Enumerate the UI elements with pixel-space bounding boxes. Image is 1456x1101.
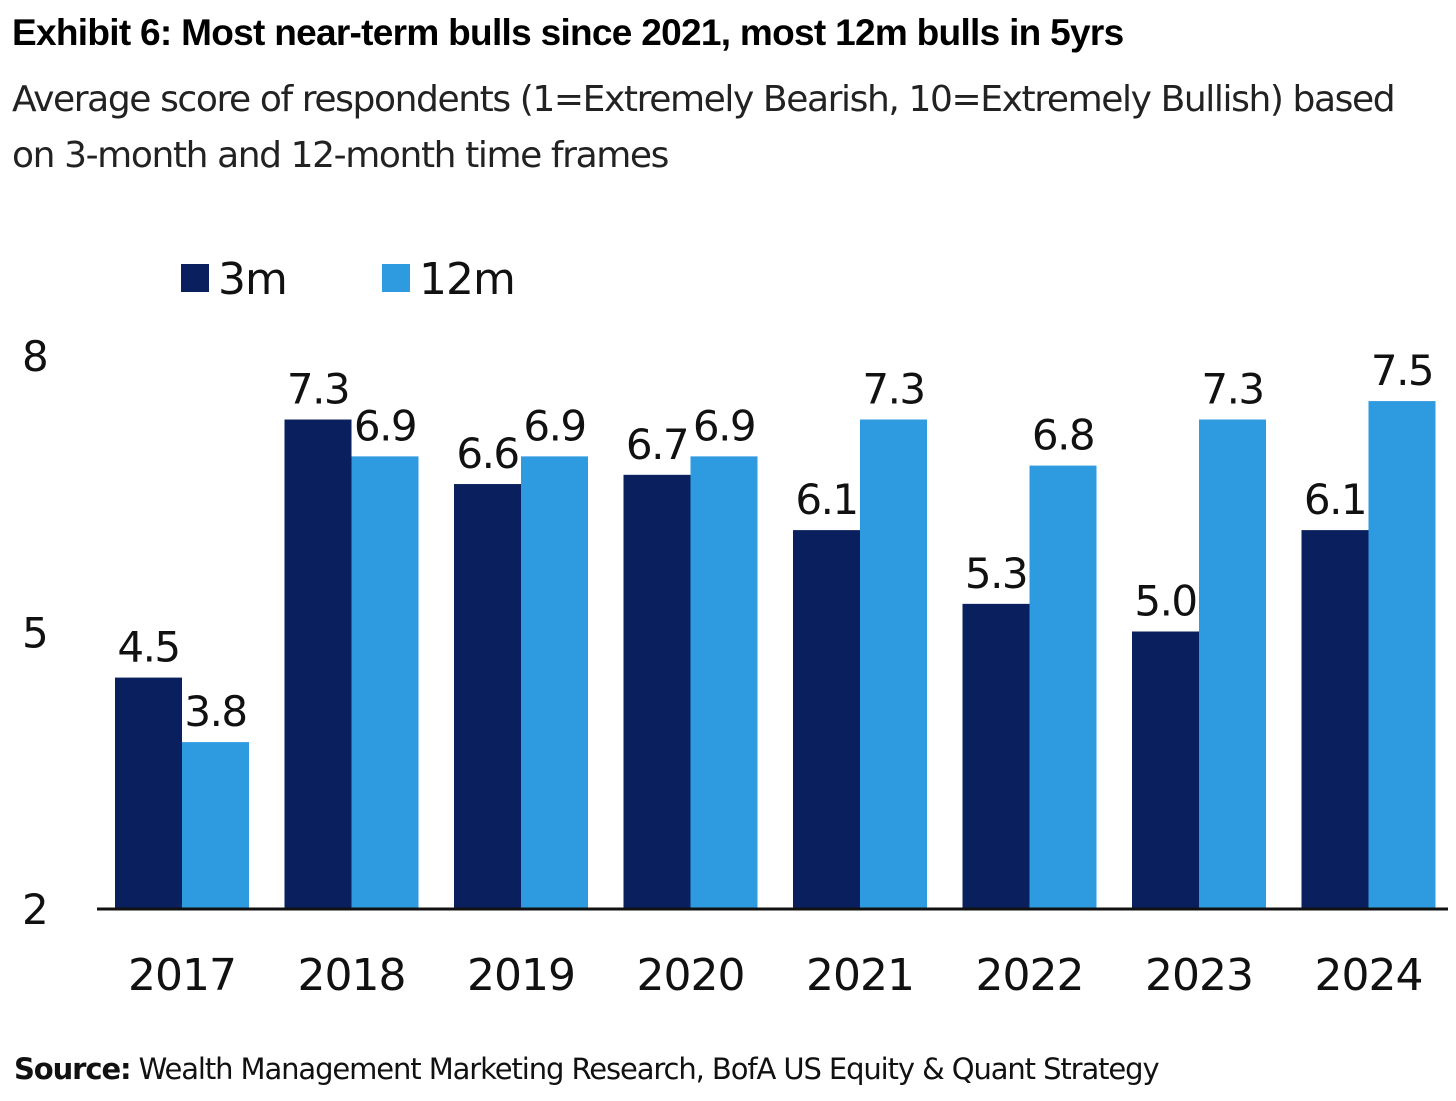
x-tick-label-2019: 2019 xyxy=(467,950,575,1001)
source-text: Wealth Management Marketing Research, Bo… xyxy=(130,1052,1160,1086)
bar-12m-2024 xyxy=(1368,401,1436,908)
value-label-12m-2024: 7.5 xyxy=(1371,346,1433,395)
bar-12m-2017 xyxy=(182,742,249,908)
x-tick-label-2023: 2023 xyxy=(1145,950,1253,1001)
value-label-12m-2023: 7.3 xyxy=(1201,365,1263,414)
value-label-3m-2019: 6.6 xyxy=(456,429,518,478)
chart-title: Exhibit 6: Most near-term bulls since 20… xyxy=(12,12,1124,53)
bar-12m-2023 xyxy=(1199,419,1266,908)
y-tick-label-5: 5 xyxy=(22,609,49,658)
x-tick-label-2022: 2022 xyxy=(976,950,1084,1001)
bar-12m-2019 xyxy=(521,456,588,908)
x-tick-label-2018: 2018 xyxy=(298,950,406,1001)
bar-3m-2017 xyxy=(115,677,182,908)
bar-3m-2022 xyxy=(962,603,1030,908)
bar-12m-2022 xyxy=(1029,465,1097,908)
value-label-3m-2023: 5.0 xyxy=(1134,577,1196,626)
bar-3m-2024 xyxy=(1301,530,1369,908)
bar-3m-2023 xyxy=(1132,631,1199,908)
value-label-3m-2018: 7.3 xyxy=(287,365,349,414)
bar-12m-2018 xyxy=(351,456,419,908)
x-tick-label-2024: 2024 xyxy=(1315,950,1423,1001)
value-label-12m-2018: 6.9 xyxy=(354,401,416,450)
x-tick-label-2017: 2017 xyxy=(128,950,236,1001)
legend-label-12m: 12m xyxy=(419,254,515,305)
x-tick-label-2021: 2021 xyxy=(806,950,914,1001)
legend-swatch-12m xyxy=(382,264,410,292)
value-label-3m-2021: 6.1 xyxy=(795,475,857,524)
source-label: Source: xyxy=(14,1052,132,1086)
x-tick-label-2020: 2020 xyxy=(637,950,745,1001)
y-tick-label-8: 8 xyxy=(22,332,49,381)
legend-label-3m: 3m xyxy=(218,254,287,305)
chart-subtitle: Average score of respondents (1=Extremel… xyxy=(12,79,1396,176)
y-tick-label-2: 2 xyxy=(22,885,49,934)
bar-3m-2020 xyxy=(623,474,691,908)
bar-3m-2021 xyxy=(793,530,860,908)
source-note: Source: Wealth Management Marketing Rese… xyxy=(14,1052,1160,1086)
bar-12m-2021 xyxy=(860,419,927,908)
value-label-3m-2022: 5.3 xyxy=(965,549,1027,598)
bar-12m-2020 xyxy=(690,456,758,908)
value-label-12m-2022: 6.8 xyxy=(1032,411,1094,460)
bar-3m-2019 xyxy=(454,484,521,908)
value-label-3m-2020: 6.7 xyxy=(626,420,688,469)
value-label-3m-2024: 6.1 xyxy=(1304,475,1366,524)
value-label-3m-2017: 4.5 xyxy=(117,623,179,672)
value-label-12m-2019: 6.9 xyxy=(523,401,585,450)
value-label-12m-2017: 3.8 xyxy=(184,687,246,736)
value-label-12m-2020: 6.9 xyxy=(693,401,755,450)
value-label-12m-2021: 7.3 xyxy=(862,365,924,414)
legend-swatch-3m xyxy=(181,264,209,292)
bar-3m-2018 xyxy=(284,419,352,908)
